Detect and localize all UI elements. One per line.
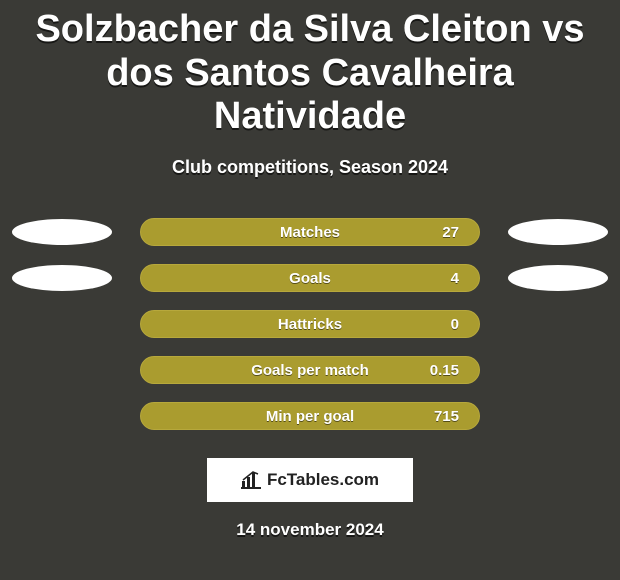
stat-pill: Matches27 [140, 218, 480, 246]
left-oval-slot [12, 356, 112, 384]
stat-label: Goals per match [141, 362, 479, 379]
stat-value: 715 [434, 408, 459, 425]
right-oval-slot [508, 310, 608, 338]
source-label: FcTables.com [267, 470, 379, 490]
stat-row: Goals per match0.15 [0, 356, 620, 384]
right-oval-slot [508, 264, 608, 292]
stat-label: Goals [141, 270, 479, 287]
stat-pill: Hattricks0 [140, 310, 480, 338]
player-oval-left [12, 219, 112, 245]
right-oval-slot [508, 402, 608, 430]
subtitle: Club competitions, Season 2024 [172, 157, 448, 178]
player-oval-right [508, 265, 608, 291]
stat-row: Matches27 [0, 218, 620, 246]
stat-value: 0 [451, 316, 459, 333]
left-oval-slot [12, 402, 112, 430]
stats-list: Matches27 Goals4 Hattricks0 Goals per match… [0, 218, 620, 430]
stat-pill: Goals per match0.15 [140, 356, 480, 384]
left-oval-slot [12, 218, 112, 246]
page-title: Solzbacher da Silva Cleiton vs dos Santo… [0, 0, 620, 139]
stat-value: 0.15 [430, 362, 459, 379]
comparison-card: Solzbacher da Silva Cleiton vs dos Santo… [0, 0, 620, 580]
stat-value: 27 [442, 224, 459, 241]
right-oval-slot [508, 218, 608, 246]
source-badge: FcTables.com [207, 458, 413, 502]
player-oval-right [508, 219, 608, 245]
stat-pill: Goals4 [140, 264, 480, 292]
stat-label: Hattricks [141, 316, 479, 333]
stat-pill: Min per goal715 [140, 402, 480, 430]
right-oval-slot [508, 356, 608, 384]
left-oval-slot [12, 310, 112, 338]
stat-row: Min per goal715 [0, 402, 620, 430]
chart-icon [241, 471, 261, 489]
stat-label: Min per goal [141, 408, 479, 425]
stat-value: 4 [451, 270, 459, 287]
stat-label: Matches [141, 224, 479, 241]
stat-row: Hattricks0 [0, 310, 620, 338]
player-oval-left [12, 265, 112, 291]
left-oval-slot [12, 264, 112, 292]
date-label: 14 november 2024 [236, 520, 383, 540]
stat-row: Goals4 [0, 264, 620, 292]
